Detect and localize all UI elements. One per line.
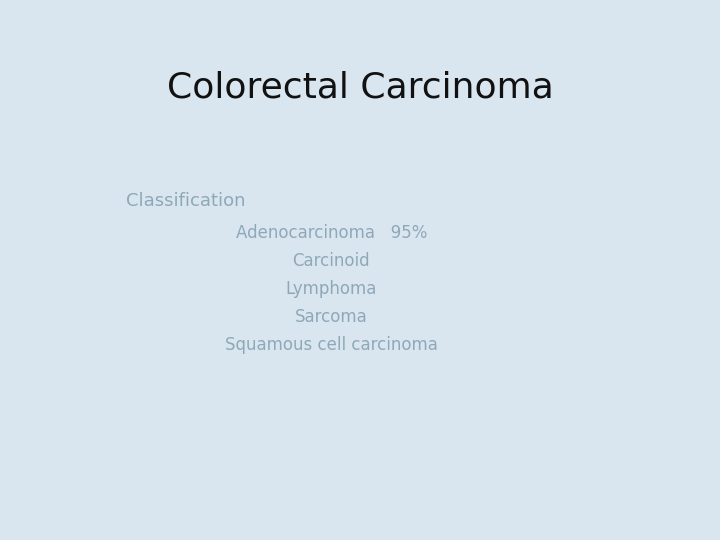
Text: Squamous cell carcinoma: Squamous cell carcinoma	[225, 336, 438, 354]
Text: Colorectal Carcinoma: Colorectal Carcinoma	[166, 70, 554, 104]
Text: Adenocarcinoma   95%: Adenocarcinoma 95%	[235, 224, 427, 242]
Text: Carcinoid: Carcinoid	[292, 252, 370, 270]
Text: Classification: Classification	[126, 192, 246, 210]
Text: Lymphoma: Lymphoma	[286, 280, 377, 298]
Text: Sarcoma: Sarcoma	[294, 308, 368, 326]
